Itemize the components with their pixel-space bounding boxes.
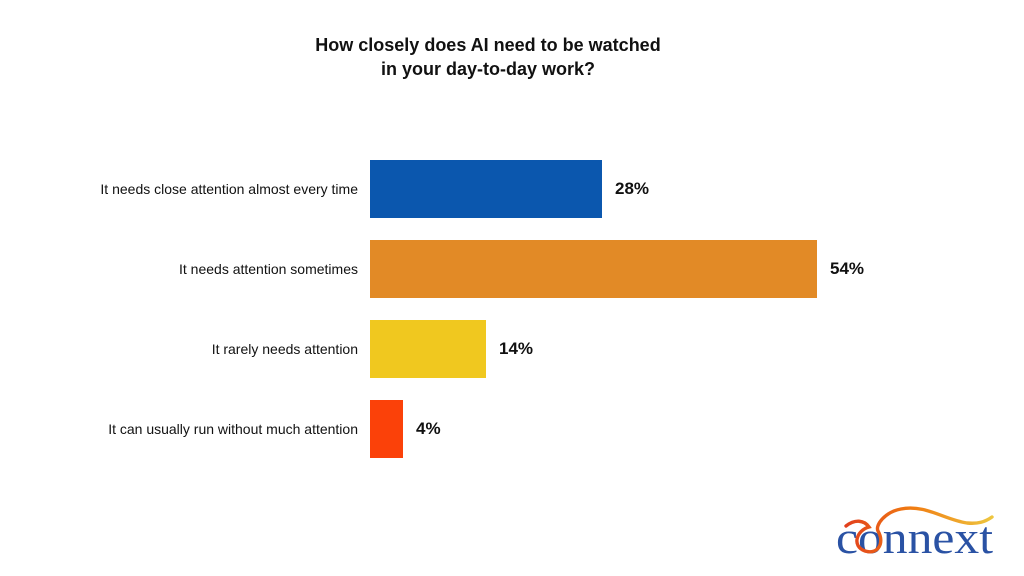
logo-swoosh [844, 506, 994, 554]
bar [370, 160, 602, 218]
bar-chart: It needs close attention almost every ti… [0, 160, 1024, 480]
logo: connext [833, 498, 998, 563]
chart-row: It rarely needs attention 14% [0, 320, 1024, 378]
chart-title: How closely does AI need to be watched i… [0, 33, 976, 81]
value-label: 28% [615, 179, 650, 198]
value-label: 54% [830, 259, 865, 278]
chart-title-line1: How closely does AI need to be watched [315, 35, 661, 55]
value-label: 14% [499, 339, 534, 358]
category-label: It rarely needs attention [211, 341, 358, 357]
category-label: It needs close attention almost every ti… [100, 181, 358, 197]
chart-title-line2: in your day-to-day work? [380, 59, 596, 79]
bar [370, 400, 403, 458]
chart-row: It needs close attention almost every ti… [0, 160, 1024, 218]
bar [370, 320, 486, 378]
value-label: 4% [416, 419, 441, 438]
category-label: It can usually run without much attentio… [108, 421, 358, 437]
chart-row: It can usually run without much attentio… [0, 400, 1024, 458]
chart-row: It needs attention sometimes 54% [0, 240, 1024, 298]
category-label: It needs attention sometimes [179, 261, 358, 277]
bar [370, 240, 817, 298]
